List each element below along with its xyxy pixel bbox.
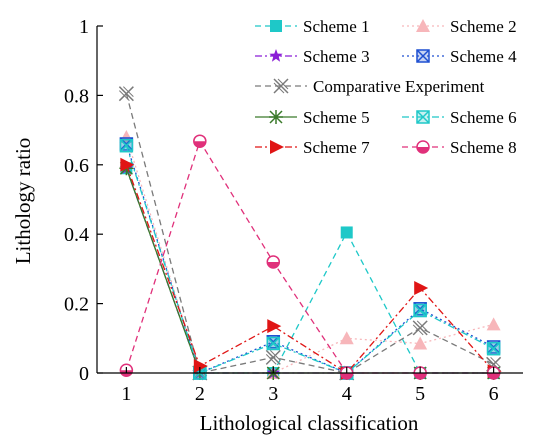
series-scheme-6	[119, 138, 501, 380]
legend-marker	[270, 140, 284, 154]
legend-label: Scheme 6	[450, 108, 517, 127]
legend-entry: Scheme 1	[255, 17, 370, 36]
series-scheme-7	[120, 157, 502, 380]
legend-label: Scheme 1	[303, 17, 370, 36]
series-scheme-5	[119, 161, 501, 380]
legend-label: Scheme 3	[303, 47, 370, 66]
series-scheme-2	[119, 130, 501, 379]
data-point	[193, 134, 207, 148]
x-tick-label: 1	[121, 383, 131, 405]
series-line	[125, 145, 494, 374]
series-line	[125, 168, 494, 374]
series-comparative-experiment	[118, 86, 502, 381]
legend-marker	[270, 20, 282, 32]
data-point	[413, 336, 428, 350]
legend-marker	[416, 110, 430, 124]
legend-entry: Scheme 6	[402, 108, 517, 127]
legend-label: Comparative Experiment	[313, 77, 485, 96]
series-line	[125, 168, 494, 374]
legend: Scheme 1 Scheme 2 Scheme 3 Scheme 4 Comparat…	[255, 17, 517, 157]
series-line	[125, 139, 494, 374]
legend-marker	[416, 140, 430, 154]
x-tick-label: 5	[415, 383, 425, 405]
legend-marker	[269, 110, 283, 124]
legend-marker	[273, 78, 289, 94]
y-tick-label: 1	[79, 16, 89, 38]
data-point	[119, 138, 134, 153]
data-point	[118, 86, 134, 102]
series-scheme-4	[119, 137, 501, 380]
legend-entry: Scheme 8	[402, 138, 517, 157]
data-point	[339, 331, 354, 345]
legend-entry: Scheme 4	[402, 47, 517, 66]
y-tick-label: 0.8	[64, 85, 89, 107]
x-tick-label: 4	[342, 383, 352, 405]
legend-label: Scheme 4	[450, 47, 517, 66]
legend-marker	[269, 49, 283, 62]
data-point	[486, 341, 501, 356]
series-scheme-8	[119, 134, 501, 380]
data-point	[413, 303, 427, 318]
data-point	[340, 226, 353, 239]
legend-marker	[416, 19, 430, 32]
y-tick-label: 0.4	[64, 224, 89, 246]
x-tick-label: 3	[268, 383, 278, 405]
data-point	[119, 137, 134, 151]
y-tick-label: 0	[79, 363, 89, 385]
data-point	[266, 255, 281, 269]
x-axis-title: Lithological classification	[200, 411, 419, 435]
data-point	[266, 336, 281, 351]
legend-label: Scheme 2	[450, 17, 517, 36]
series-scheme-3	[119, 161, 501, 379]
data-point	[265, 349, 281, 365]
x-tick-label: 6	[489, 383, 499, 405]
legend-label: Scheme 7	[303, 138, 370, 157]
legend-entry: Comparative Experiment	[255, 77, 485, 96]
series-line	[125, 168, 494, 374]
data-point	[414, 280, 429, 295]
y-axis-title: Lithology ratio	[11, 138, 35, 265]
legend-entry: Scheme 3	[255, 47, 370, 66]
series-line	[125, 143, 494, 374]
series-line	[125, 164, 495, 374]
data-point	[486, 317, 501, 331]
legend-label: Scheme 5	[303, 108, 370, 127]
data-point	[267, 319, 282, 334]
data-point	[193, 359, 208, 374]
x-tick-label: 2	[195, 383, 205, 405]
series-scheme-1	[120, 162, 500, 379]
y-tick-label: 0.6	[64, 155, 89, 177]
data-point	[120, 157, 135, 172]
series-layer	[118, 86, 502, 381]
y-tick-label: 0.2	[64, 294, 89, 316]
legend-entry: Scheme 7	[255, 138, 370, 157]
legend-entry: Scheme 5	[255, 108, 370, 127]
legend-label: Scheme 8	[450, 138, 517, 157]
series-line	[125, 93, 494, 374]
axis-layer: 0 0.2 0.4 0.6 0.8 1 1 2 3 4 5 6	[64, 16, 523, 405]
legend-entry: Scheme 2	[402, 17, 517, 36]
legend-marker	[416, 49, 430, 63]
data-point	[412, 320, 428, 336]
